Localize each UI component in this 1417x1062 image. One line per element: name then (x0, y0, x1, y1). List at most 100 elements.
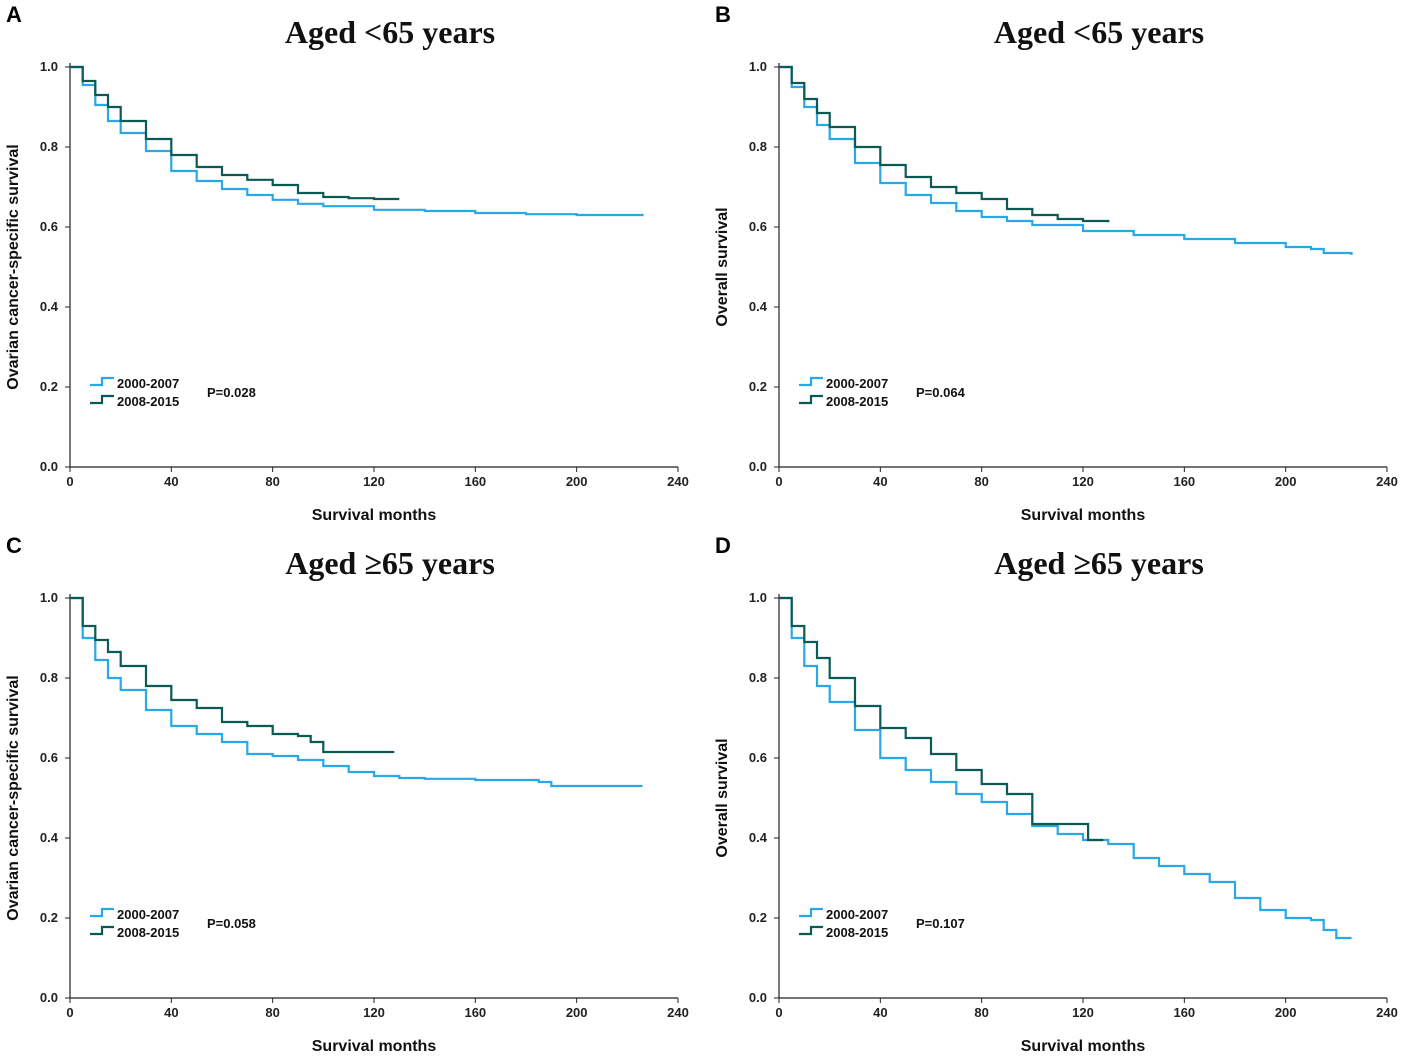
x-tick-label: 240 (1376, 474, 1398, 489)
x-tick-label: 0 (66, 474, 73, 489)
legend-swatch (799, 907, 823, 918)
km-plot-b: 0 40 80 120 160 200 240 0.0 0.2 0.4 0.6 0.8 1.0 Survi… (714, 59, 1398, 524)
p-value-label: P=0.028 (207, 385, 256, 400)
y-tick-label: 0.6 (749, 219, 767, 234)
panel-b: B Aged <65 years 0 40 80 120 160 200 240 0.0 0.2… (709, 0, 1417, 531)
legend-label: 2008-2015 (117, 925, 179, 940)
legend-swatch (799, 925, 823, 936)
x-tick-label: 200 (1275, 474, 1297, 489)
series-line-2000-2007 (70, 596, 643, 788)
chart-title: Aged <65 years (284, 14, 496, 50)
legend-label: 2008-2015 (826, 394, 888, 409)
legend-swatch (799, 394, 823, 405)
panel-letter: C (6, 533, 22, 558)
x-tick-label: 80 (265, 1005, 279, 1020)
x-tick-label: 0 (775, 474, 782, 489)
series-line-2008-2015 (779, 596, 1104, 842)
x-axis-title: Survival months (312, 507, 437, 524)
legend-swatch (90, 907, 114, 918)
x-axis-title: Survival months (1021, 1038, 1146, 1055)
y-tick-label: 0.4 (40, 830, 59, 845)
panel-a: A Aged <65 years 0 40 80 120 160 200 240 0.0 0.2… (0, 0, 708, 531)
legend-swatch (799, 376, 823, 387)
legend-swatch (90, 394, 114, 405)
series-line-2000-2007 (779, 596, 1352, 940)
y-tick-label: 1.0 (40, 590, 58, 605)
y-tick-label: 1.0 (749, 59, 767, 74)
x-tick-label: 80 (974, 474, 988, 489)
y-tick-label: 0.4 (749, 830, 768, 845)
x-tick-label: 160 (1173, 1005, 1195, 1020)
legend-label: 2000-2007 (117, 907, 179, 922)
y-axis-title: Ovarian cancer-specific survival (5, 144, 22, 389)
legend-label: 2008-2015 (826, 925, 888, 940)
legend-swatch (90, 376, 114, 387)
panel-letter: B (715, 2, 731, 27)
x-tick-label: 240 (667, 474, 689, 489)
series-line-2000-2007 (779, 65, 1353, 255)
y-tick-label: 0.0 (749, 990, 767, 1005)
x-tick-label: 160 (1173, 474, 1195, 489)
y-axis-title: Overall survival (714, 738, 731, 857)
y-tick-label: 1.0 (40, 59, 58, 74)
y-tick-label: 0.8 (40, 139, 58, 154)
series-line-2008-2015 (70, 596, 395, 754)
x-tick-label: 40 (164, 474, 178, 489)
p-value-label: P=0.058 (207, 916, 256, 931)
series-line-2000-2007 (70, 65, 644, 217)
x-tick-label: 40 (873, 1005, 887, 1020)
y-tick-label: 0.2 (749, 379, 767, 394)
chart-title: Aged ≥65 years (285, 545, 495, 581)
x-tick-label: 120 (363, 474, 385, 489)
y-axis-title: Overall survival (714, 207, 731, 326)
y-tick-label: 0.0 (40, 990, 58, 1005)
y-axis-title: Ovarian cancer-specific survival (5, 675, 22, 920)
y-tick-label: 0.8 (749, 670, 767, 685)
panel-d: D Aged ≥65 years 0 40 80 120 160 200 240 0.0 0.2… (709, 531, 1417, 1062)
y-tick-label: 0.4 (749, 299, 768, 314)
x-tick-label: 80 (265, 474, 279, 489)
chart-title: Aged ≥65 years (994, 545, 1204, 581)
x-tick-label: 240 (667, 1005, 689, 1020)
legend-label: 2000-2007 (117, 376, 179, 391)
x-tick-label: 40 (164, 1005, 178, 1020)
panel-c: C Aged ≥65 years 0 40 80 120 160 200 240 0.0 0.2… (0, 531, 708, 1062)
x-tick-label: 200 (1275, 1005, 1297, 1020)
km-plot-a: 0 40 80 120 160 200 240 0.0 0.2 0.4 0.6 0.8 1.0 Survi… (5, 59, 689, 524)
legend-label: 2000-2007 (826, 907, 888, 922)
x-tick-label: 200 (566, 474, 588, 489)
y-tick-label: 0.6 (40, 750, 58, 765)
x-tick-label: 200 (566, 1005, 588, 1020)
x-axis-title: Survival months (1021, 507, 1146, 524)
y-tick-label: 0.2 (40, 379, 58, 394)
x-tick-label: 120 (1072, 474, 1094, 489)
x-tick-label: 240 (1376, 1005, 1398, 1020)
y-tick-label: 0.2 (749, 910, 767, 925)
km-plot-c: 0 40 80 120 160 200 240 0.0 0.2 0.4 0.6 0.8 1.0 Survi… (5, 590, 689, 1055)
x-tick-label: 120 (1072, 1005, 1094, 1020)
y-tick-label: 0.8 (749, 139, 767, 154)
panel-letter: D (715, 533, 731, 558)
legend-label: 2000-2007 (826, 376, 888, 391)
series-line-2008-2015 (70, 65, 400, 201)
x-tick-label: 160 (464, 474, 486, 489)
y-tick-label: 0.2 (40, 910, 58, 925)
legend-swatch (90, 925, 114, 936)
x-tick-label: 40 (873, 474, 887, 489)
series-line-2008-2015 (779, 65, 1110, 223)
km-plot-d: 0 40 80 120 160 200 240 0.0 0.2 0.4 0.6 0.8 1.0 Survi… (714, 590, 1398, 1055)
y-tick-label: 0.8 (40, 670, 58, 685)
y-tick-label: 0.6 (40, 219, 58, 234)
y-tick-label: 1.0 (749, 590, 767, 605)
x-axis-title: Survival months (312, 1038, 437, 1055)
y-tick-label: 0.0 (749, 459, 767, 474)
x-tick-label: 0 (775, 1005, 782, 1020)
x-tick-label: 120 (363, 1005, 385, 1020)
x-tick-label: 0 (66, 1005, 73, 1020)
p-value-label: P=0.107 (916, 916, 965, 931)
panel-letter: A (6, 2, 22, 27)
chart-title: Aged <65 years (993, 14, 1205, 50)
p-value-label: P=0.064 (916, 385, 966, 400)
x-tick-label: 160 (464, 1005, 486, 1020)
y-tick-label: 0.4 (40, 299, 59, 314)
